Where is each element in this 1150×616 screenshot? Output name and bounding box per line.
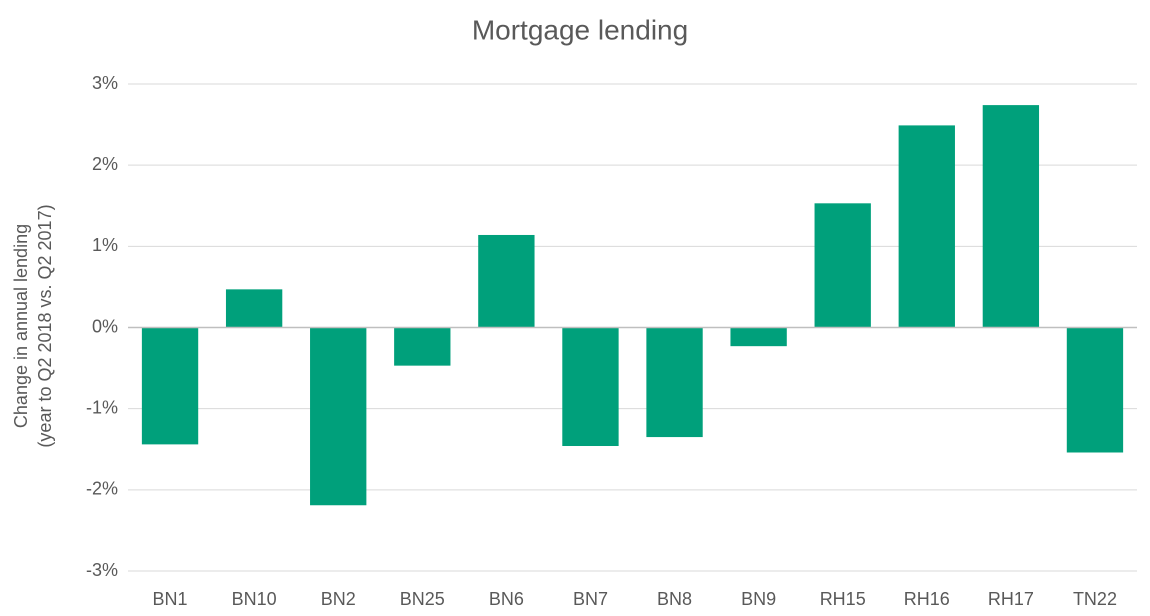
bar xyxy=(646,327,703,438)
y-tick-label: 2% xyxy=(92,154,118,174)
x-tick-label: BN1 xyxy=(153,589,188,609)
y-tick-label: -1% xyxy=(86,397,118,417)
bar xyxy=(898,125,955,328)
bar xyxy=(225,289,283,328)
y-axis-title-line: Change in annual lending xyxy=(11,224,31,428)
bar xyxy=(394,327,451,366)
chart-title: Mortgage lending xyxy=(472,14,688,45)
y-axis-title: Change in annual lending (year to Q2 201… xyxy=(11,204,55,447)
bar xyxy=(814,203,871,328)
x-tick-label: BN7 xyxy=(573,589,608,609)
x-tick-label: RH16 xyxy=(904,589,950,609)
bar xyxy=(1066,327,1124,453)
y-tick-label: -2% xyxy=(86,479,118,499)
y-tick-label: -3% xyxy=(86,560,118,580)
bar xyxy=(730,327,787,347)
x-tick-label: RH17 xyxy=(988,589,1034,609)
bar xyxy=(478,234,535,328)
y-tick-label: 1% xyxy=(92,235,118,255)
y-axis-title-line: (year to Q2 2018 vs. Q2 2017) xyxy=(35,204,55,447)
x-tick-label: BN2 xyxy=(321,589,356,609)
y-tick-label: 0% xyxy=(92,316,118,336)
x-tick-label: BN8 xyxy=(657,589,692,609)
y-tick-label: 3% xyxy=(92,73,118,93)
bar xyxy=(982,105,1040,328)
x-tick-label: TN22 xyxy=(1073,589,1117,609)
x-tick-label: BN25 xyxy=(400,589,445,609)
x-tick-label: BN6 xyxy=(489,589,524,609)
x-tick-label: BN9 xyxy=(741,589,776,609)
bar xyxy=(141,327,199,445)
bar xyxy=(562,327,619,447)
bar xyxy=(310,327,367,506)
x-tick-label: BN10 xyxy=(232,589,277,609)
x-tick-label: RH15 xyxy=(820,589,866,609)
